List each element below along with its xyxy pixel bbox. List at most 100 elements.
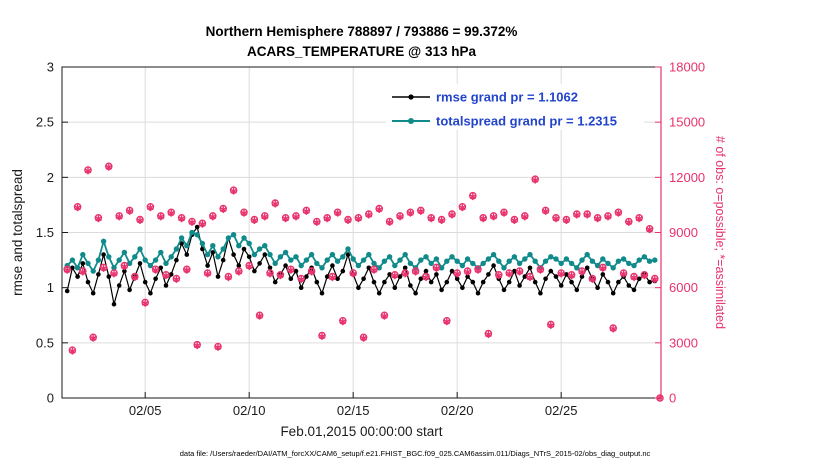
series-totalspread	[64, 229, 658, 274]
obs-assimilated-marker	[329, 274, 336, 282]
obs-assimilated-marker	[225, 274, 232, 282]
obs-assimilated-marker	[427, 215, 435, 223]
obs-assimilated-marker	[63, 266, 71, 274]
obs-assimilated-marker	[453, 270, 461, 278]
obs-assimilated-marker	[511, 217, 518, 224]
obs-assimilated-marker	[339, 318, 347, 326]
obs-assimilated-marker	[308, 268, 315, 276]
legend-entry-totalspread: totalspread grand pr = 1.2315	[392, 114, 617, 129]
obs-assimilated-marker	[589, 275, 596, 283]
obs-assimilated-marker	[121, 263, 128, 270]
obs-assimilated-marker	[136, 217, 144, 224]
obs-assimilated-marker	[360, 334, 367, 342]
obs-assimilated-marker	[495, 272, 503, 280]
data-file-caption: data file: /Users/raeder/DAI/ATM_forcXX/…	[179, 449, 651, 458]
obs-assimilated-marker	[355, 215, 362, 223]
obs-assimilated-marker	[375, 206, 383, 213]
obs-assimilated-marker	[464, 268, 471, 276]
obs-assimilated-marker	[245, 263, 253, 270]
obs-assimilated-marker	[141, 299, 149, 307]
obs-assimilated-marker	[407, 209, 414, 217]
obs-assimilated-marker	[609, 325, 617, 333]
obs-assimilated-marker	[433, 264, 440, 272]
y-axis-label-left: rmse and totalspread	[10, 169, 25, 296]
legend-entry-rmse: rmse grand pr = 1.1062	[392, 90, 578, 105]
obs-assimilated-marker	[438, 217, 445, 224]
obs-assimilated-marker	[505, 270, 513, 278]
obs-assimilated-marker	[344, 217, 352, 224]
obs-assimilated-marker	[479, 215, 487, 223]
obs-assimilated-marker	[370, 266, 378, 274]
right-tick-label: 0	[669, 391, 676, 406]
obs-assimilated-marker	[100, 264, 107, 272]
left-tick-label: 2	[47, 170, 54, 185]
obs-assimilated-marker	[485, 331, 492, 339]
obs-assimilated-marker	[396, 213, 404, 221]
legend: rmse grand pr = 1.1062 totalspread grand …	[386, 84, 644, 130]
obs-assimilated-marker	[459, 204, 466, 212]
obs-assimilated-marker	[204, 270, 211, 278]
obs-assimilated-marker	[594, 215, 601, 223]
obs-assimilated-marker	[412, 268, 419, 276]
obs-assimilated-marker	[235, 268, 243, 276]
obs-assimilated-marker	[516, 268, 523, 276]
obs-assimilated-marker	[230, 187, 237, 195]
right-tick-label: 12000	[669, 170, 705, 185]
obs-assimilated-marker	[615, 209, 622, 217]
left-tick-label: 3	[47, 60, 54, 75]
left-tick-label: 1	[47, 280, 54, 295]
obs-assimilated-marker	[74, 204, 81, 212]
obs-assimilated-marker	[386, 218, 393, 226]
obs-assimilated-marker	[381, 312, 388, 320]
chart-title-line2: ACARS_TEMPERATURE @ 313 hPa	[247, 44, 476, 59]
obs-assimilated-marker	[542, 207, 549, 215]
obs-assimilated-marker	[287, 266, 295, 274]
obs-assimilated-marker	[173, 275, 180, 283]
obs-assimilated-marker	[105, 163, 113, 171]
obs-assimilated-marker	[95, 215, 102, 223]
obs-assimilated-marker	[537, 266, 544, 274]
obs-assimilated-marker	[167, 209, 175, 217]
obs-assimilated-marker	[531, 176, 539, 184]
obs-assimilated-marker	[84, 167, 92, 175]
obs-assimilated-marker	[583, 211, 591, 219]
obs-assimilated-marker	[89, 334, 97, 342]
x-tick-label: 02/15	[337, 403, 370, 418]
x-tick-label: 02/20	[441, 403, 474, 418]
right-tick-label: 6000	[669, 280, 698, 295]
obs-assimilated-marker	[474, 266, 482, 274]
left-tick-label: 2.5	[36, 115, 54, 130]
x-axis-label: Feb.01,2015 00:00:00 start	[280, 424, 443, 439]
obs-assimilated-marker	[126, 207, 133, 215]
obs-assimilated-marker	[469, 193, 477, 201]
x-tick-label: 02/25	[545, 403, 578, 418]
x-tick-label: 02/05	[129, 403, 162, 418]
obs-assimilated-marker	[599, 264, 607, 272]
obs-assimilated-marker	[568, 272, 575, 280]
obs-assimilated-marker	[547, 321, 555, 329]
obs-assimilated-marker	[651, 275, 659, 283]
obs-assimilated-marker	[115, 213, 123, 221]
obs-assimilated-marker	[557, 270, 565, 278]
right-tick-label: 9000	[669, 225, 698, 240]
obs-assimilated-marker	[578, 268, 586, 276]
obs-assimilated-marker	[349, 270, 357, 278]
obs-assimilated-marker	[417, 207, 425, 215]
obs-assimilated-marker	[162, 272, 170, 280]
obs-assimilated-marker	[635, 215, 643, 223]
left-tick-label: 0	[47, 391, 54, 406]
left-tick-label: 0.5	[36, 335, 54, 350]
obs-assimilated-marker	[183, 266, 191, 274]
obs-assimilated-marker	[266, 270, 274, 278]
obs-assimilated-marker	[443, 318, 451, 326]
obs-assimilated-marker	[401, 270, 409, 278]
obs-markers	[63, 162, 664, 402]
obs-assimilated-marker	[193, 342, 201, 350]
legend-label: totalspread grand pr = 1.2315	[436, 114, 617, 129]
obs-assimilated-marker	[422, 274, 430, 282]
obs-assimilated-marker	[604, 213, 612, 221]
right-tick-label: 18000	[669, 60, 705, 75]
legend-label: rmse grand pr = 1.1062	[436, 90, 578, 105]
